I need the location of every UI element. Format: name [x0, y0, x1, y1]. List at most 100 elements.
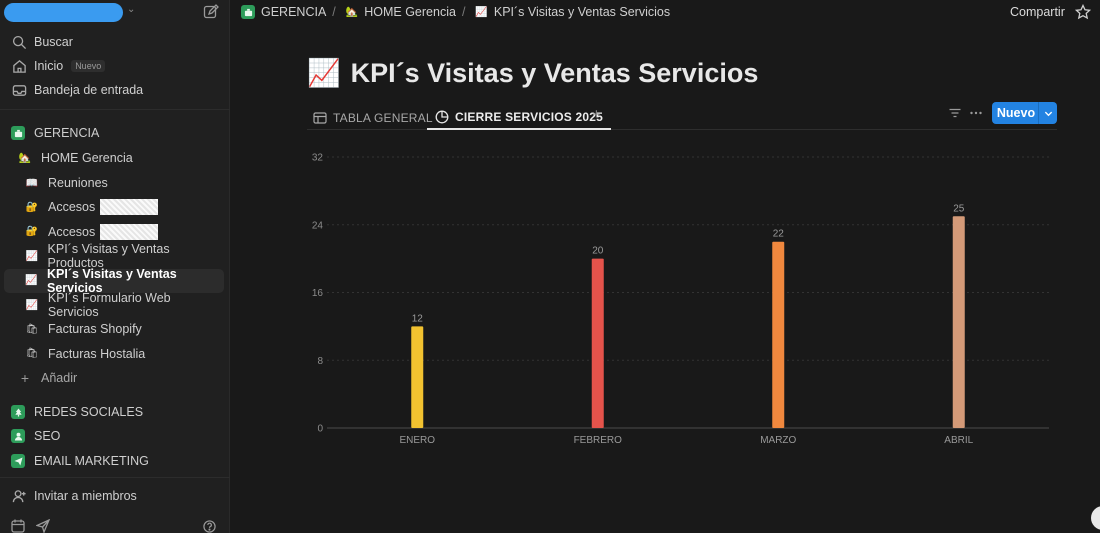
add-page-button[interactable]: + Añadir [17, 366, 237, 390]
page-title: 📈 KPI´s Visitas y Ventas Servicios [307, 57, 758, 89]
bar-febrero [591, 258, 604, 428]
chart-icon [435, 110, 449, 124]
table-icon [313, 112, 327, 124]
breadcrumb: GERENCIA / 🏡 HOME Gerencia / 📈 KPI´s Vis… [241, 5, 670, 19]
sidebar-page-item[interactable]: 🔐 Accesos [4, 220, 224, 244]
invite-label: Invitar a miembros [34, 489, 137, 503]
sidebar-page-label: Reuniones [48, 176, 108, 190]
nav-search[interactable]: Buscar [4, 30, 224, 54]
y-tick-label: 24 [312, 220, 324, 231]
share-button[interactable]: Compartir [1010, 5, 1065, 19]
chevron-down-icon[interactable]: ⌄ [127, 4, 136, 15]
chevron-down-icon[interactable] [1038, 102, 1057, 124]
sidebar-page-item[interactable]: 📈 KPI´s Visitas y Ventas Productos [4, 242, 224, 271]
chart-emoji-icon: 📈 [475, 6, 488, 18]
page-home-gerencia[interactable]: 🏡 HOME Gerencia [17, 146, 237, 170]
teamspace-label: SEO [34, 429, 61, 443]
redacted-block [100, 223, 159, 240]
tab-label: TABLA GENERAL [333, 111, 433, 125]
sidebar-page-item[interactable]: 🛍 Facturas Shopify [4, 317, 224, 341]
add-page-label: Añadir [41, 371, 78, 385]
home-icon [10, 57, 28, 75]
sidebar-page-label: Facturas Hostalia [48, 346, 146, 361]
data-label: 20 [592, 246, 604, 257]
add-person-icon [10, 487, 28, 505]
page-emoji-icon: 📈 [25, 299, 39, 311]
send-icon[interactable] [36, 519, 50, 533]
tree-icon [10, 404, 26, 420]
calendar-icon[interactable] [11, 519, 25, 533]
page-emoji-icon[interactable]: 📈 [307, 58, 341, 88]
sidebar-page-item[interactable]: 🔐 Accesos [4, 195, 224, 219]
redacted-block [100, 199, 159, 216]
x-tick-label: ABRIL [944, 435, 973, 446]
y-tick-label: 32 [312, 153, 324, 164]
sidebar-divider [0, 109, 230, 110]
sidebar-page-label: KPI´s Formulario Web Servicios [47, 291, 171, 319]
teamspace-email-marketing[interactable]: EMAIL MARKETING [10, 449, 230, 473]
star-icon[interactable] [1075, 4, 1091, 20]
briefcase-icon [241, 5, 255, 19]
page-emoji-icon: 📈 [25, 250, 38, 262]
topbar: GERENCIA / 🏡 HOME Gerencia / 📈 KPI´s Vis… [231, 0, 1100, 26]
new-button-label: Nuevo [996, 106, 1036, 120]
sidebar-page-item[interactable]: 📈 KPI´s Visitas y Ventas Servicios [4, 267, 224, 295]
breadcrumb-item-current[interactable]: KPI´s Visitas y Ventas Servicios [493, 5, 671, 19]
y-tick-label: 16 [312, 288, 324, 299]
new-badge: Nuevo [71, 60, 106, 72]
bar-marzo [772, 241, 785, 428]
y-tick-label: 8 [317, 356, 323, 367]
invite-members-button[interactable]: Invitar a miembros [4, 484, 224, 508]
more-options-icon[interactable] [969, 106, 983, 120]
page-emoji-icon: 🛍 [25, 348, 39, 360]
inbox-icon [10, 81, 28, 99]
nav-search-label: Buscar [34, 35, 73, 49]
breadcrumb-separator: / [332, 5, 336, 19]
teamspace-redes-sociales[interactable]: REDES SOCIALES [10, 400, 230, 424]
sidebar-page-item[interactable]: 📖 Reuniones [4, 171, 224, 195]
help-icon[interactable] [203, 520, 216, 533]
filter-icon[interactable] [948, 106, 962, 120]
nav-inbox[interactable]: Bandeja de entrada [4, 78, 224, 102]
sidebar-page-label: KPI´s Visitas y Ventas Productos [47, 242, 170, 271]
page-emoji-icon: 📖 [25, 177, 39, 189]
x-tick-label: ENERO [399, 435, 435, 446]
bar-chart-svg: 0 8 16 24 32 12 ENERO 20 FEBRERO 22 MARZO 25 ABRIL [312, 153, 1049, 446]
new-button[interactable]: Nuevo [992, 102, 1057, 124]
x-tick-label: FEBRERO [574, 435, 623, 446]
page-emoji-icon: 🔐 [25, 201, 39, 213]
tab-cierre-servicios[interactable]: CIERRE SERVICIOS 2025 [427, 106, 612, 130]
paper-plane-icon [10, 453, 26, 469]
page-title-text[interactable]: KPI´s Visitas y Ventas Servicios [350, 57, 759, 88]
help-bubble[interactable] [1091, 506, 1100, 530]
sidebar-page-item[interactable]: 📈 KPI´s Formulario Web Servicios [4, 291, 224, 319]
page-home-label: HOME Gerencia [41, 151, 133, 165]
breadcrumb-item-home[interactable]: HOME Gerencia [364, 5, 456, 19]
person-icon [10, 428, 26, 444]
workspace-switcher[interactable]: ⌄ [0, 0, 230, 26]
breadcrumb-home-emoji: 🏡 [345, 6, 359, 18]
plus-icon: + [20, 370, 30, 386]
new-page-icon[interactable] [203, 4, 219, 20]
teamspace-gerencia[interactable]: GERENCIA [10, 121, 230, 145]
bar-abril [952, 216, 965, 428]
teamspace-icon [10, 125, 26, 141]
teamspace-label: EMAIL MARKETING [34, 454, 149, 468]
tab-label: CIERRE SERVICIOS 2025 [455, 110, 604, 124]
bar-chart: 0 8 16 24 32 12 ENERO 20 FEBRERO 22 MARZO 25 ABRIL [307, 145, 1057, 455]
workspace-name[interactable] [4, 3, 123, 22]
data-label: 25 [953, 203, 965, 214]
tab-tabla-general[interactable]: TABLA GENERAL [313, 106, 433, 130]
page-emoji-icon: 🛍 [25, 323, 39, 335]
sidebar-page-item[interactable]: 🛍 Facturas Hostalia [4, 342, 224, 366]
breadcrumb-item-gerencia[interactable]: GERENCIA [261, 5, 327, 19]
page-emoji-icon: 📈 [25, 275, 38, 287]
teamspace-seo[interactable]: SEO [10, 424, 230, 448]
teamspace-label: GERENCIA [34, 126, 100, 140]
view-tabs: TABLA GENERAL CIERRE SERVICIOS 2025 + [307, 102, 1057, 130]
sidebar-divider [0, 477, 230, 478]
add-view-button[interactable]: + [592, 106, 601, 123]
bar-enero [411, 326, 424, 428]
page-emoji-icon: 🔐 [25, 226, 39, 238]
nav-home[interactable]: Inicio Nuevo [4, 54, 224, 78]
